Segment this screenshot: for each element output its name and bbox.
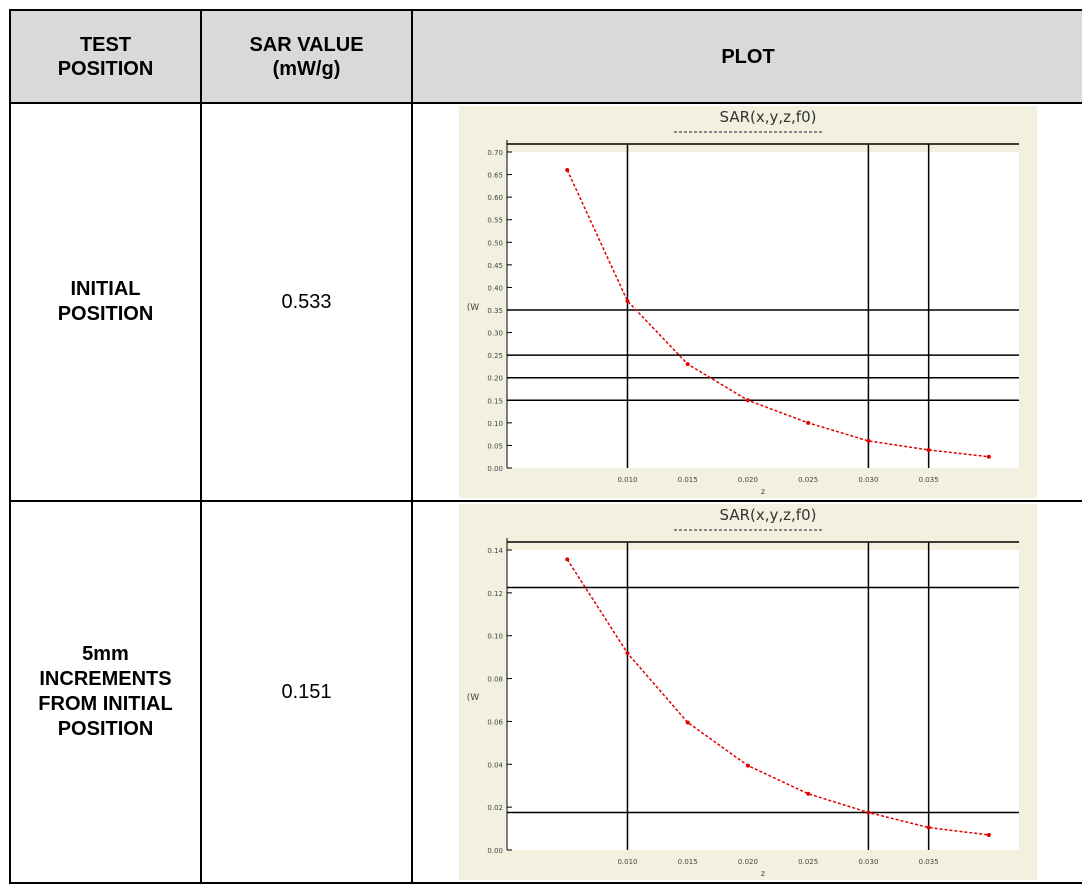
- x-tick-label: 0.025: [798, 858, 818, 866]
- sar-results-table: TEST POSITION SAR VALUE (mW/g) PLOT INITIA…: [9, 9, 1082, 884]
- header-plot: PLOT: [411, 9, 1082, 104]
- x-tick-label: 0.025: [798, 476, 818, 484]
- data-point: [926, 825, 931, 830]
- y-tick-label: 0.06: [487, 718, 503, 726]
- data-point: [565, 168, 570, 173]
- x-tick-label: 0.010: [617, 476, 637, 484]
- y-tick-label: 0.55: [487, 217, 503, 225]
- data-point: [685, 720, 690, 725]
- x-tick-label: 0.030: [858, 476, 878, 484]
- y-tick-label: 0.00: [487, 847, 503, 855]
- y-tick-label: 0.14: [487, 547, 503, 555]
- x-tick-label: 0.020: [738, 858, 758, 866]
- y-tick-label: 0.10: [487, 420, 503, 428]
- row-test-position: 5mm INCREMENTS FROM INITIAL POSITION: [9, 500, 202, 884]
- data-point: [685, 362, 690, 367]
- row-test-position: INITIAL POSITION: [9, 102, 202, 502]
- header-sar-value: SAR VALUE (mW/g): [200, 9, 413, 104]
- data-point: [806, 791, 811, 796]
- data-point: [986, 454, 991, 459]
- header-row: TEST POSITION SAR VALUE (mW/g) PLOT: [9, 9, 1082, 104]
- y-tick-label: 0.10: [487, 633, 503, 641]
- table-row: INITIAL POSITION 0.533 SAR(x,y,z,f0) 0.00 0…: [9, 102, 1082, 502]
- y-tick-label: 0.05: [487, 442, 503, 450]
- data-point: [625, 298, 630, 303]
- x-tick-label: 0.030: [858, 858, 878, 866]
- x-tick-label: 0.010: [617, 858, 637, 866]
- x-axis-label: z: [761, 869, 765, 878]
- x-tick-label: 0.015: [678, 476, 698, 484]
- y-tick-label: 0.20: [487, 375, 503, 383]
- data-point: [866, 810, 871, 815]
- x-tick-label: 0.035: [919, 858, 939, 866]
- data-point: [625, 651, 630, 656]
- data-point: [986, 833, 991, 837]
- plot-frame: SAR(x,y,z,f0) 0.00 0.05 0.10 0.15 0.20 0.25 0.3…: [459, 106, 1037, 498]
- y-tick-label: 0.00: [487, 465, 503, 473]
- y-tick-label: 0.70: [487, 149, 503, 157]
- plot-area: [507, 550, 1019, 850]
- data-point: [806, 420, 811, 425]
- y-tick-label: 0.12: [487, 590, 503, 598]
- data-point: [565, 557, 570, 562]
- x-tick-label: 0.035: [919, 476, 939, 484]
- y-tick-label: 0.08: [487, 676, 503, 684]
- plot-cell: SAR(x,y,z,f0) 0.00 0.05 0.10 0.15 0.20 0.25 0.3…: [411, 102, 1082, 502]
- plot-title: SAR(x,y,z,f0): [720, 108, 817, 126]
- x-axis-label: z: [761, 487, 765, 496]
- table-row: 5mm INCREMENTS FROM INITIAL POSITION 0.151 …: [9, 500, 1082, 884]
- sar-z-scan-plot: SAR(x,y,z,f0) 0.00 0.02 0.04 0.06 0.08 0.10 0.1…: [459, 504, 1037, 880]
- y-axis-label: (W: [467, 303, 480, 313]
- data-point: [866, 438, 871, 443]
- x-tick-label: 0.020: [738, 476, 758, 484]
- y-tick-label: 0.25: [487, 352, 503, 360]
- y-axis-label: (W: [467, 693, 480, 703]
- y-tick-label: 0.35: [487, 307, 503, 315]
- y-tick-label: 0.50: [487, 239, 503, 247]
- y-tick-label: 0.15: [487, 397, 503, 405]
- y-tick-label: 0.45: [487, 262, 503, 270]
- row-sar-value: 0.151: [200, 500, 413, 884]
- series-line: [566, 558, 989, 836]
- y-tick-label: 0.65: [487, 172, 503, 180]
- y-tick-label: 0.02: [487, 804, 503, 812]
- row-sar-value: 0.533: [200, 102, 413, 502]
- data-point: [745, 398, 750, 403]
- y-tick-label: 0.04: [487, 761, 503, 769]
- data-point: [745, 763, 750, 768]
- sar-z-scan-plot: SAR(x,y,z,f0) 0.00 0.05 0.10 0.15 0.20 0.25 0.3…: [459, 106, 1037, 498]
- y-tick-label: 0.60: [487, 194, 503, 202]
- plot-cell: SAR(x,y,z,f0) 0.00 0.02 0.04 0.06 0.08 0.10 0.1…: [411, 500, 1082, 884]
- data-point: [926, 447, 931, 452]
- plot-frame: SAR(x,y,z,f0) 0.00 0.02 0.04 0.06 0.08 0.10 0.1…: [459, 504, 1037, 880]
- header-test-position: TEST POSITION: [9, 9, 202, 104]
- y-tick-label: 0.30: [487, 330, 503, 338]
- y-tick-label: 0.40: [487, 284, 503, 292]
- x-tick-label: 0.015: [678, 858, 698, 866]
- plot-title: SAR(x,y,z,f0): [720, 506, 817, 524]
